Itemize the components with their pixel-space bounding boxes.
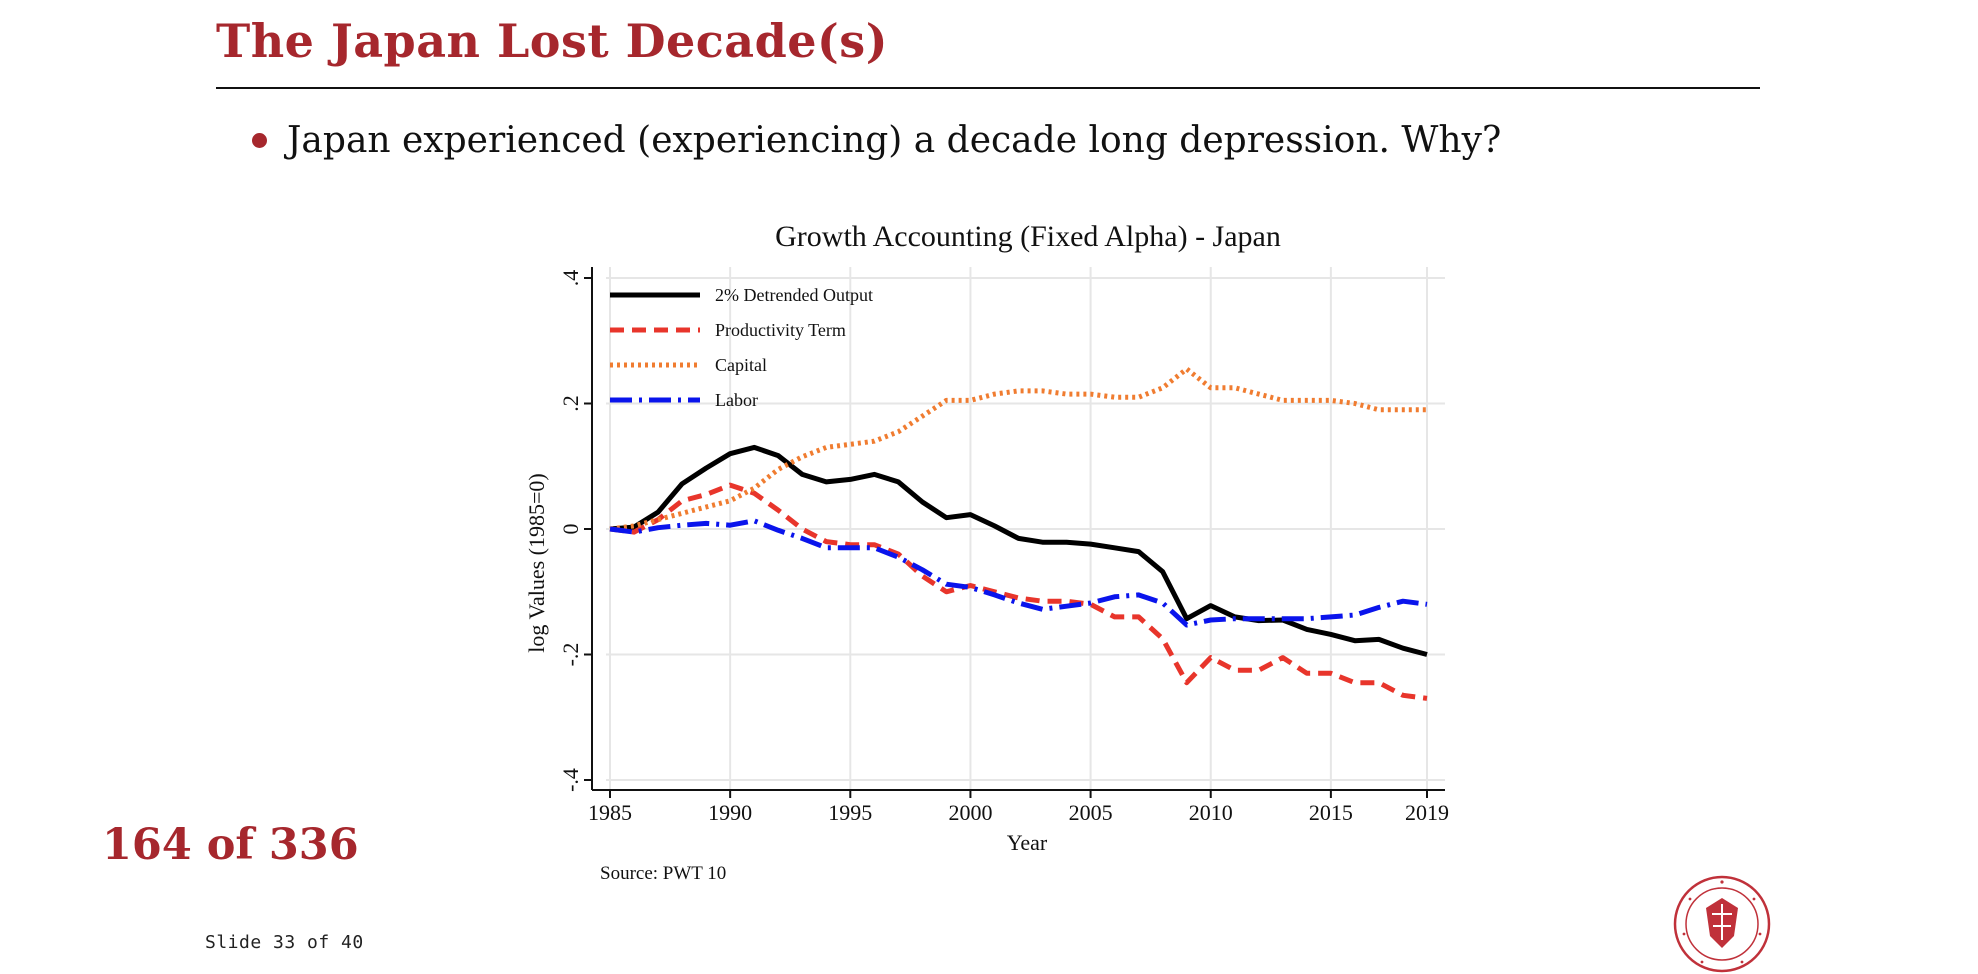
legend-label: Productivity Term <box>715 320 846 340</box>
bullet-text: Japan experienced (experiencing) a decad… <box>287 120 1501 161</box>
chart-title: Growth Accounting (Fixed Alpha) - Japan <box>775 220 1281 253</box>
legend-label: Labor <box>715 390 758 410</box>
bullet-dot-icon <box>252 133 267 148</box>
title-divider <box>216 87 1760 89</box>
y-tick-label: .4 <box>558 270 583 287</box>
y-tick-label: -.4 <box>558 768 583 792</box>
slide-footer: Slide 33 of 40 <box>205 932 364 953</box>
x-tick-label: 2019 <box>1405 800 1449 825</box>
slide-title: The Japan Lost Decade(s) <box>216 14 888 68</box>
y-tick-label: -.2 <box>558 643 583 667</box>
chart-grid <box>606 267 1445 790</box>
chart-axes: 1985 1990 1995 2000 2005 2010 2015 2019 -.4 -.2 0.… <box>558 267 1449 825</box>
chart-legend: 2% Detrended Output Productivity Term Capi… <box>610 285 873 410</box>
chart-series <box>610 369 1427 698</box>
x-tick-label: 1985 <box>588 800 632 825</box>
y-axis-label: log Values (1985=0) <box>524 473 549 652</box>
series-line-0 <box>610 447 1427 654</box>
page-counter: 164 of 336 <box>102 820 359 870</box>
x-tick-label: 2000 <box>948 800 992 825</box>
x-axis-label: Year <box>1007 830 1048 855</box>
university-seal-icon <box>1672 874 1772 974</box>
x-tick-label: 2005 <box>1069 800 1113 825</box>
legend-label: Capital <box>715 355 767 375</box>
y-tick-label: .2 <box>558 395 583 412</box>
bullet-item: Japan experienced (experiencing) a decad… <box>252 120 1501 161</box>
series-line-1 <box>610 485 1427 698</box>
x-tick-label: 1990 <box>708 800 752 825</box>
y-tick-label: 0 <box>558 524 583 535</box>
chart-container: Growth Accounting (Fixed Alpha) - Japan … <box>500 210 1480 900</box>
source-note: Source: PWT 10 <box>600 863 726 884</box>
x-tick-label: 2010 <box>1189 800 1233 825</box>
x-tick-label: 2015 <box>1309 800 1353 825</box>
growth-accounting-chart: Growth Accounting (Fixed Alpha) - Japan … <box>500 210 1480 900</box>
x-tick-label: 1995 <box>828 800 872 825</box>
legend-label: 2% Detrended Output <box>715 285 873 305</box>
